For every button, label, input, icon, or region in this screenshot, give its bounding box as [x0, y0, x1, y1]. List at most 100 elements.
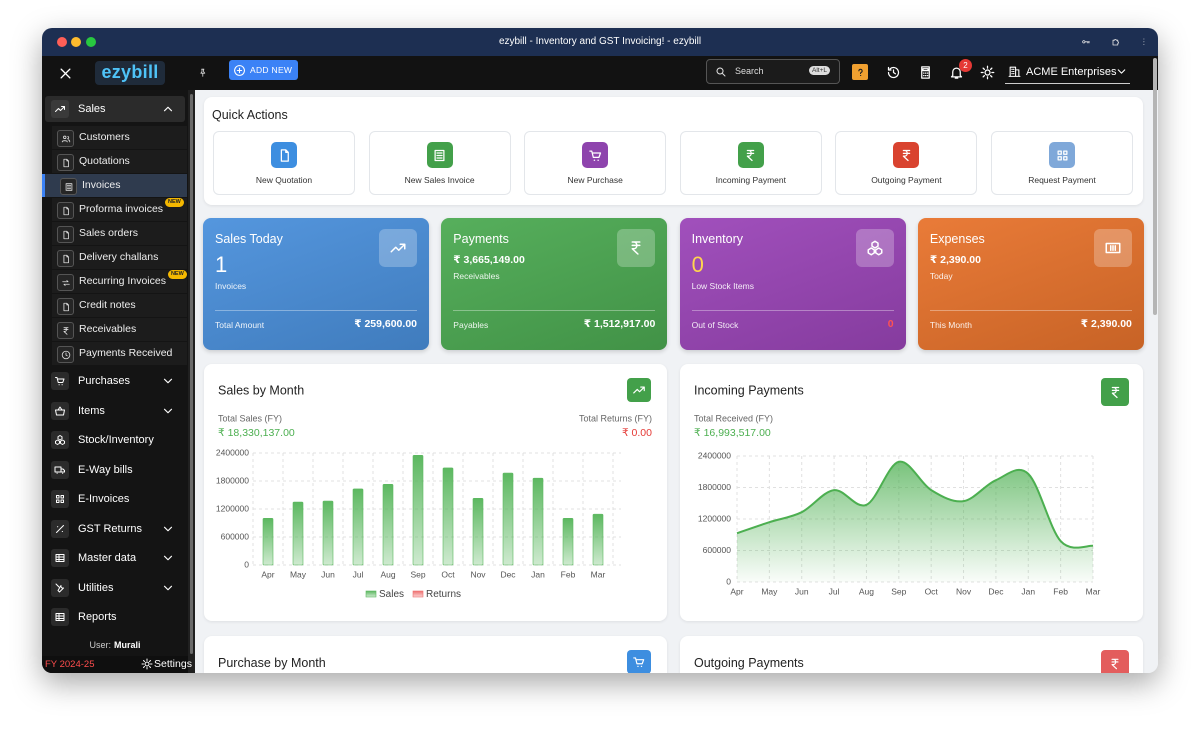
icon — [51, 608, 69, 626]
sidebar-section[interactable]: E-Way bills — [45, 457, 185, 483]
icon-glyph — [980, 65, 995, 80]
icon-path — [56, 524, 64, 533]
icon-path — [55, 613, 65, 621]
sidebar-section[interactable]: Utilities — [45, 575, 185, 601]
stat-divider — [215, 310, 417, 311]
sidebar-item-label: Customers — [79, 131, 130, 143]
new-badge: NEW — [165, 198, 184, 207]
sidebar-section[interactable]: Items — [45, 398, 185, 424]
icon-glyph — [716, 67, 726, 77]
icon — [1007, 64, 1021, 78]
icon-glyph — [56, 524, 64, 533]
sidebar-item[interactable]: Recurring Invoices NEW — [52, 270, 187, 293]
add-new-button[interactable]: ADD NEW — [229, 60, 298, 80]
sidebar-section[interactable]: Sales — [45, 96, 185, 122]
sidebar-item[interactable]: Customers — [52, 126, 187, 149]
search-placeholder: Search — [735, 66, 764, 76]
window-button[interactable] — [86, 37, 96, 47]
total-label: Total Received (FY) — [694, 413, 773, 423]
icon-glyph — [61, 350, 70, 359]
icon — [160, 403, 176, 419]
bar — [262, 518, 274, 566]
sidebar-section[interactable]: Stock/Inventory — [45, 427, 185, 453]
sidebar-footer: FY 2024-25 Settings — [42, 656, 192, 673]
window-button[interactable] — [57, 37, 67, 47]
icon — [51, 100, 69, 118]
x-tick-label: Aug — [380, 569, 395, 579]
icon — [160, 550, 176, 566]
icon — [1101, 378, 1129, 406]
x-tick-label: Aug — [859, 586, 874, 596]
quick-action[interactable]: New Quotation — [213, 131, 355, 195]
stat-value: ₹ 2,390.00 — [929, 254, 981, 266]
icon[interactable] — [917, 64, 934, 81]
stat-sub: Today — [929, 271, 953, 281]
settings-link[interactable]: Settings — [154, 658, 192, 670]
icon[interactable] — [885, 64, 902, 81]
logo: ezybill — [95, 61, 165, 85]
icon — [1114, 64, 1128, 78]
icon — [1093, 229, 1132, 267]
icon-glyph — [141, 658, 153, 670]
icon-glyph — [163, 585, 173, 590]
icon-path — [61, 135, 70, 142]
quick-action-label: Outgoing Payment — [871, 175, 942, 185]
quick-action[interactable]: New Purchase — [524, 131, 667, 195]
icon-path — [902, 149, 911, 161]
icon — [51, 519, 69, 538]
stat-value: 0 — [691, 252, 704, 277]
sidebar-item[interactable]: Invoices — [42, 174, 187, 197]
quick-action[interactable]: Request Payment — [991, 131, 1133, 195]
sidebar-item[interactable]: Credit notes — [52, 294, 187, 317]
bar — [292, 501, 304, 566]
x-tick-label: Apr — [261, 569, 274, 579]
stat-value: ₹ 3,665,149.00 — [453, 254, 525, 266]
sidebar-section[interactable]: E-Invoices — [45, 486, 185, 512]
sidebar-section[interactable]: Master data — [45, 545, 185, 571]
bar — [502, 472, 514, 566]
bar — [412, 455, 424, 566]
total-value: ₹ 16,993,517.00 — [694, 427, 771, 439]
icon[interactable] — [948, 64, 965, 81]
icon-glyph — [1057, 150, 1067, 160]
main-scroll-thumb — [1153, 58, 1157, 315]
sidebar-item-label: Quotations — [79, 155, 130, 167]
sidebar-section[interactable]: GST Returns — [45, 516, 185, 542]
sidebar-section[interactable]: Purchases — [45, 368, 185, 394]
icon — [160, 521, 176, 537]
icon-path — [434, 149, 445, 161]
x-tick-label: Feb — [1053, 586, 1068, 596]
sidebar-item[interactable]: Proforma invoices NEW — [52, 198, 187, 221]
total-label: Total Sales (FY) — [218, 413, 282, 423]
sidebar-item[interactable]: Quotations — [52, 150, 187, 173]
returns-value: ₹ 0.00 — [622, 427, 652, 439]
search-box[interactable]: Search Alt+L — [706, 59, 840, 84]
stat-card: Inventory 0 Low Stock Items Out of Stock 0 — [679, 218, 906, 350]
icon[interactable] — [979, 64, 996, 81]
icon — [1049, 142, 1075, 168]
icon-glyph — [390, 243, 406, 253]
user-info: User: Murali — [42, 640, 188, 650]
sidebar-item[interactable]: Receivables — [52, 318, 187, 341]
stat-title: Expenses — [929, 232, 985, 246]
icon-path — [163, 408, 173, 413]
sidebar-item[interactable]: Delivery challans — [52, 246, 187, 269]
quick-action[interactable]: New Sales Invoice — [368, 131, 511, 195]
icon — [57, 154, 74, 171]
icon-path — [233, 64, 245, 76]
icon-glyph — [63, 230, 69, 239]
quick-action[interactable]: Outgoing Payment — [835, 131, 978, 195]
icon-path — [867, 240, 883, 256]
notification-badge: 2 — [959, 59, 972, 72]
stat-divider — [691, 310, 894, 311]
icon — [713, 64, 729, 80]
sidebar-item[interactable]: Payments Received — [52, 342, 187, 365]
sidebar-item[interactable]: Sales orders — [52, 222, 187, 245]
sidebar-section[interactable]: Reports — [45, 604, 185, 630]
window-button[interactable] — [71, 37, 81, 47]
company-selector[interactable]: ACME Enterprises — [1005, 61, 1130, 84]
x-tick-label: Jan — [1021, 586, 1035, 596]
stat-value: 1 — [215, 252, 228, 277]
quick-action[interactable]: Incoming Payment — [679, 131, 822, 195]
icon-glyph — [55, 406, 65, 415]
